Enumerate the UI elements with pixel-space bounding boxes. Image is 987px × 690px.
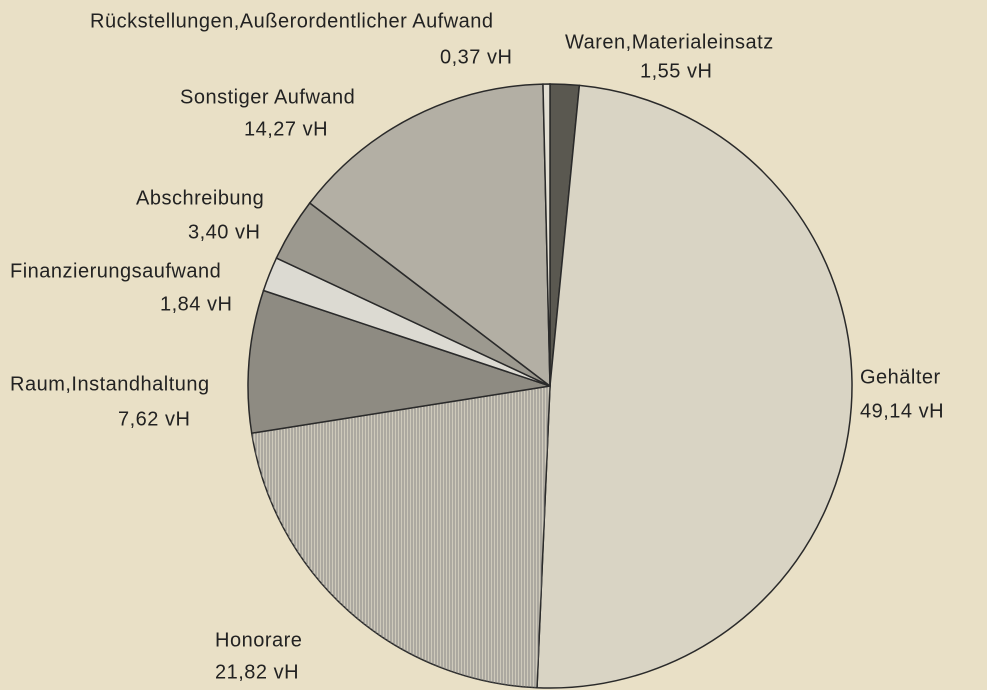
slice-label: Rückstellungen,Außerordentlicher Aufwand [90, 10, 494, 32]
slice-label: Sonstiger Aufwand [180, 86, 355, 108]
value-label: 0,37 vH [440, 46, 512, 68]
slice-label: Waren,Materialeinsatz [565, 31, 774, 53]
value-label: 7,62 vH [118, 408, 190, 430]
value-label: 1,55 vH [640, 60, 712, 82]
value-label: 49,14 vH [860, 400, 944, 422]
slice-hatch [251, 386, 550, 688]
value-label: 14,27 vH [244, 118, 328, 140]
pie-slice [536, 84, 853, 689]
slice-label: Abschreibung [136, 187, 264, 209]
slice-label: Finanzierungsaufwand [10, 260, 221, 282]
pie-slice [247, 289, 551, 435]
pie-slice [308, 83, 551, 388]
slice-label: Gehälter [860, 366, 941, 388]
value-label: 1,84 vH [160, 293, 232, 315]
slice-label: Honorare [215, 629, 302, 651]
pie-slice [542, 83, 551, 387]
value-label: 3,40 vH [188, 221, 260, 243]
slice-label: Raum,Instandhaltung [10, 373, 210, 395]
value-label: 21,82 vH [215, 661, 299, 683]
